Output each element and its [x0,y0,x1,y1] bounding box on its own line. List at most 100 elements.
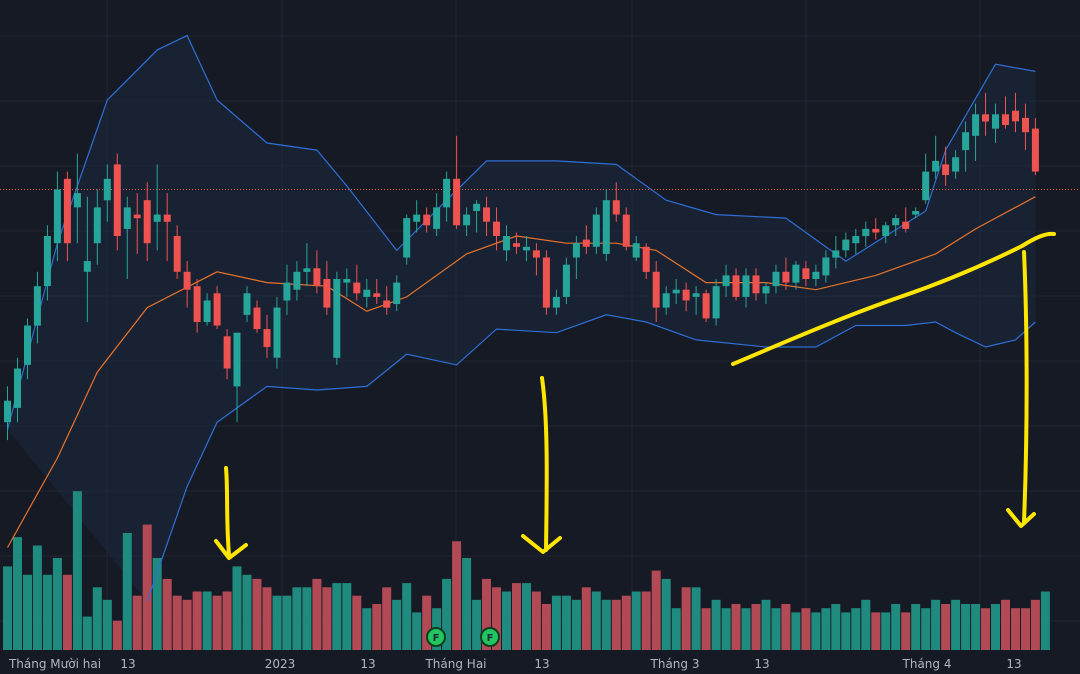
x-tick-label: 13 [1006,657,1021,671]
candle [213,286,221,330]
candle [822,250,830,283]
candle-body [862,228,870,237]
candle [592,207,600,254]
volume-bar [661,578,671,650]
candle [602,189,610,262]
candle-body [223,336,231,369]
candle [612,182,620,222]
volume-bar [681,587,691,650]
volume-bar [192,591,202,650]
candle-body [83,261,91,272]
candle-body [652,271,660,308]
volume-bar [921,608,931,650]
candle [952,150,960,179]
candle-body [1012,110,1019,122]
volume-bar [232,566,242,650]
volume-bar [132,595,142,650]
volume-bar [52,558,62,650]
candle-body [852,236,860,244]
volume-bar [352,595,362,650]
candle-body [902,221,910,229]
candle-body [792,264,800,283]
candle-body [582,239,590,247]
volume-bar [282,595,292,650]
candle [133,193,141,254]
candle [453,135,461,229]
candle-body [53,189,61,244]
candle-body [413,214,421,222]
candle-body [123,207,131,229]
annotation-arrow-1 [214,466,248,560]
volume-bar [402,583,412,650]
candle [433,193,441,236]
volume-bar [571,599,581,650]
candle-body [423,214,431,226]
candle-body [532,250,540,258]
candle [83,196,91,322]
candle [203,293,211,326]
candle [103,164,111,222]
candle [293,261,301,301]
candle [483,196,490,236]
candle-body [343,279,351,283]
volume-bar [931,599,941,650]
candle [882,221,890,244]
volume-bar [821,608,831,650]
candle-body [742,275,750,297]
candle-body [1031,128,1039,172]
candle [193,279,201,333]
volume-bar [302,587,312,650]
candle [403,214,411,265]
candle-body [153,214,161,222]
candle-body [602,200,610,254]
candle-body [263,329,271,347]
volume-bar [631,591,641,650]
event-marker-1[interactable]: F [480,627,500,647]
candle [33,271,41,344]
candle [343,268,351,297]
volume-bar [981,608,990,650]
candle-body [513,243,520,247]
candle [972,103,980,161]
candle [523,236,530,262]
volume-bar [591,591,601,650]
volume-bar [951,599,961,650]
volume-bar [941,604,951,650]
candle-body [33,286,41,326]
x-tick-label: Tháng Hai [424,657,486,671]
volume-bar [601,599,611,650]
annotation-arrow-2 [521,376,562,554]
candle-body [962,132,970,151]
volume-bar [412,612,422,650]
volume-bar [502,591,511,650]
candle [93,189,101,265]
candle [962,121,970,172]
candle [782,257,790,290]
event-marker-0[interactable]: F [426,627,446,647]
candle-body [542,257,550,308]
candle [393,275,401,312]
candle-body [662,293,670,308]
candle [113,153,121,251]
candle [373,279,381,305]
bollinger-upper-line [6,34,1036,430]
volume-bar [741,608,751,650]
volume-bar [32,545,42,650]
candle [413,200,421,233]
candle [24,318,31,380]
volume-bar [142,524,152,650]
candle [852,228,860,254]
bollinger-lower-line [146,314,1036,602]
volume-bar [292,587,302,650]
candle-body [14,368,21,408]
candle-body [213,293,221,326]
volume-bar [841,612,851,650]
volume-bar [102,599,112,650]
candle [353,264,361,301]
candle-body [43,236,51,287]
volume-bar [851,608,861,650]
candle [982,92,989,136]
volume-bar [771,608,781,650]
